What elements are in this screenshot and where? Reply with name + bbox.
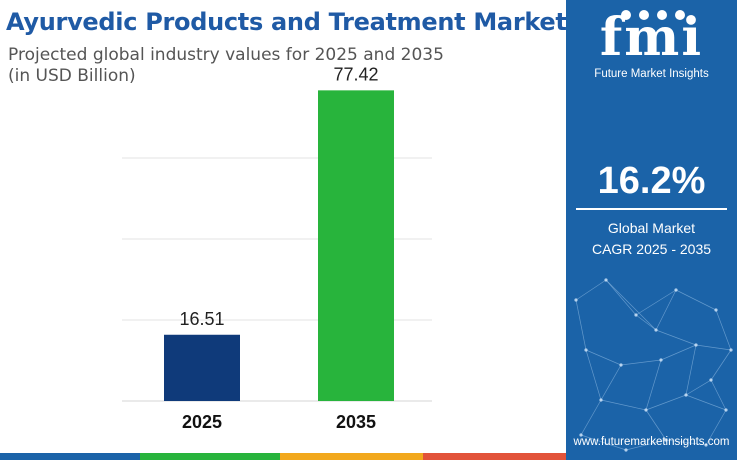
- network-node: [729, 348, 733, 352]
- network-link: [675, 289, 717, 311]
- network-node: [674, 288, 678, 292]
- network-node: [659, 358, 663, 362]
- cagr-divider: [576, 208, 727, 210]
- network-link: [695, 344, 732, 351]
- fmi-logo: fmi Future Market Insights: [566, 0, 737, 90]
- chart-subtitle-line-2: (in USD Billion): [8, 66, 136, 86]
- bar-2035: [318, 90, 394, 402]
- network-node: [579, 433, 583, 437]
- cagr-label-global-market: Global Market: [607, 220, 696, 236]
- logo-subtitle: Future Market Insights: [594, 68, 709, 80]
- network-link: [575, 279, 607, 301]
- logo-icons: [621, 10, 685, 20]
- network-node: [709, 378, 713, 382]
- brand-panel: fmi Future Market Insights 16.2% Global …: [566, 0, 737, 460]
- cagr-label-period: CAGR 2025 - 2035: [591, 241, 712, 257]
- network-pattern-graphic: [574, 278, 733, 452]
- bottom-color-strip: [0, 453, 566, 460]
- network-link: [655, 329, 697, 346]
- bar-2025: [164, 334, 240, 401]
- network-link: [605, 279, 657, 331]
- network-link: [625, 439, 667, 451]
- network-link: [710, 349, 732, 381]
- strip-segment: [0, 453, 140, 460]
- network-node: [704, 443, 708, 447]
- logo-dot-icon-1: [621, 10, 631, 20]
- strip-segment: [423, 453, 566, 460]
- network-node: [634, 313, 638, 317]
- network-link: [600, 399, 647, 411]
- network-link: [580, 399, 602, 436]
- network-link: [705, 409, 727, 446]
- network-node: [599, 398, 603, 402]
- network-link: [585, 349, 622, 366]
- website-link[interactable]: www.futuremarketinsights.com: [573, 436, 730, 448]
- network-link: [635, 289, 677, 316]
- network-node: [619, 363, 623, 367]
- logo-dot-icon-3: [657, 10, 667, 20]
- network-link: [620, 359, 662, 366]
- network-link: [685, 379, 712, 396]
- network-node: [664, 438, 668, 442]
- cagr-value: 16.2%: [597, 160, 706, 202]
- network-link: [575, 299, 587, 351]
- network-link: [655, 289, 677, 331]
- network-link: [645, 394, 687, 411]
- bar-chart: 16.51 2025 77.42 2035: [122, 64, 432, 432]
- network-node: [654, 328, 658, 332]
- network-link: [585, 349, 602, 401]
- network-node: [694, 343, 698, 347]
- network-node: [624, 448, 628, 452]
- network-node: [574, 298, 578, 302]
- chart-subtitle-line-1: Projected global industry values for 202…: [8, 45, 444, 65]
- logo-dot-icon-4: [675, 10, 685, 20]
- network-node: [584, 348, 588, 352]
- network-link: [635, 314, 657, 331]
- network-link: [605, 279, 637, 316]
- chart-title: Ayurvedic Products and Treatment Market: [6, 8, 567, 36]
- network-node: [644, 408, 648, 412]
- data-label-2025: 16.51: [179, 309, 224, 329]
- x-tick-label-2025: 2025: [182, 412, 222, 432]
- network-link: [660, 344, 697, 361]
- network-link: [645, 359, 662, 411]
- network-node: [684, 393, 688, 397]
- network-link: [710, 379, 727, 411]
- network-node: [724, 408, 728, 412]
- strip-segment: [280, 453, 423, 460]
- network-node: [604, 278, 608, 282]
- network-link: [600, 364, 622, 401]
- network-link: [685, 394, 727, 411]
- logo-dot-icon-2: [639, 10, 649, 20]
- strip-segment: [140, 453, 280, 460]
- network-node: [714, 308, 718, 312]
- network-link: [715, 309, 732, 351]
- logo-wordmark: fmi: [599, 7, 704, 68]
- x-tick-label-2035: 2035: [336, 412, 376, 432]
- network-link: [685, 344, 697, 396]
- network-link: [645, 409, 667, 441]
- network-link: [665, 439, 707, 446]
- data-label-2035: 77.42: [333, 64, 378, 84]
- network-link: [580, 434, 627, 451]
